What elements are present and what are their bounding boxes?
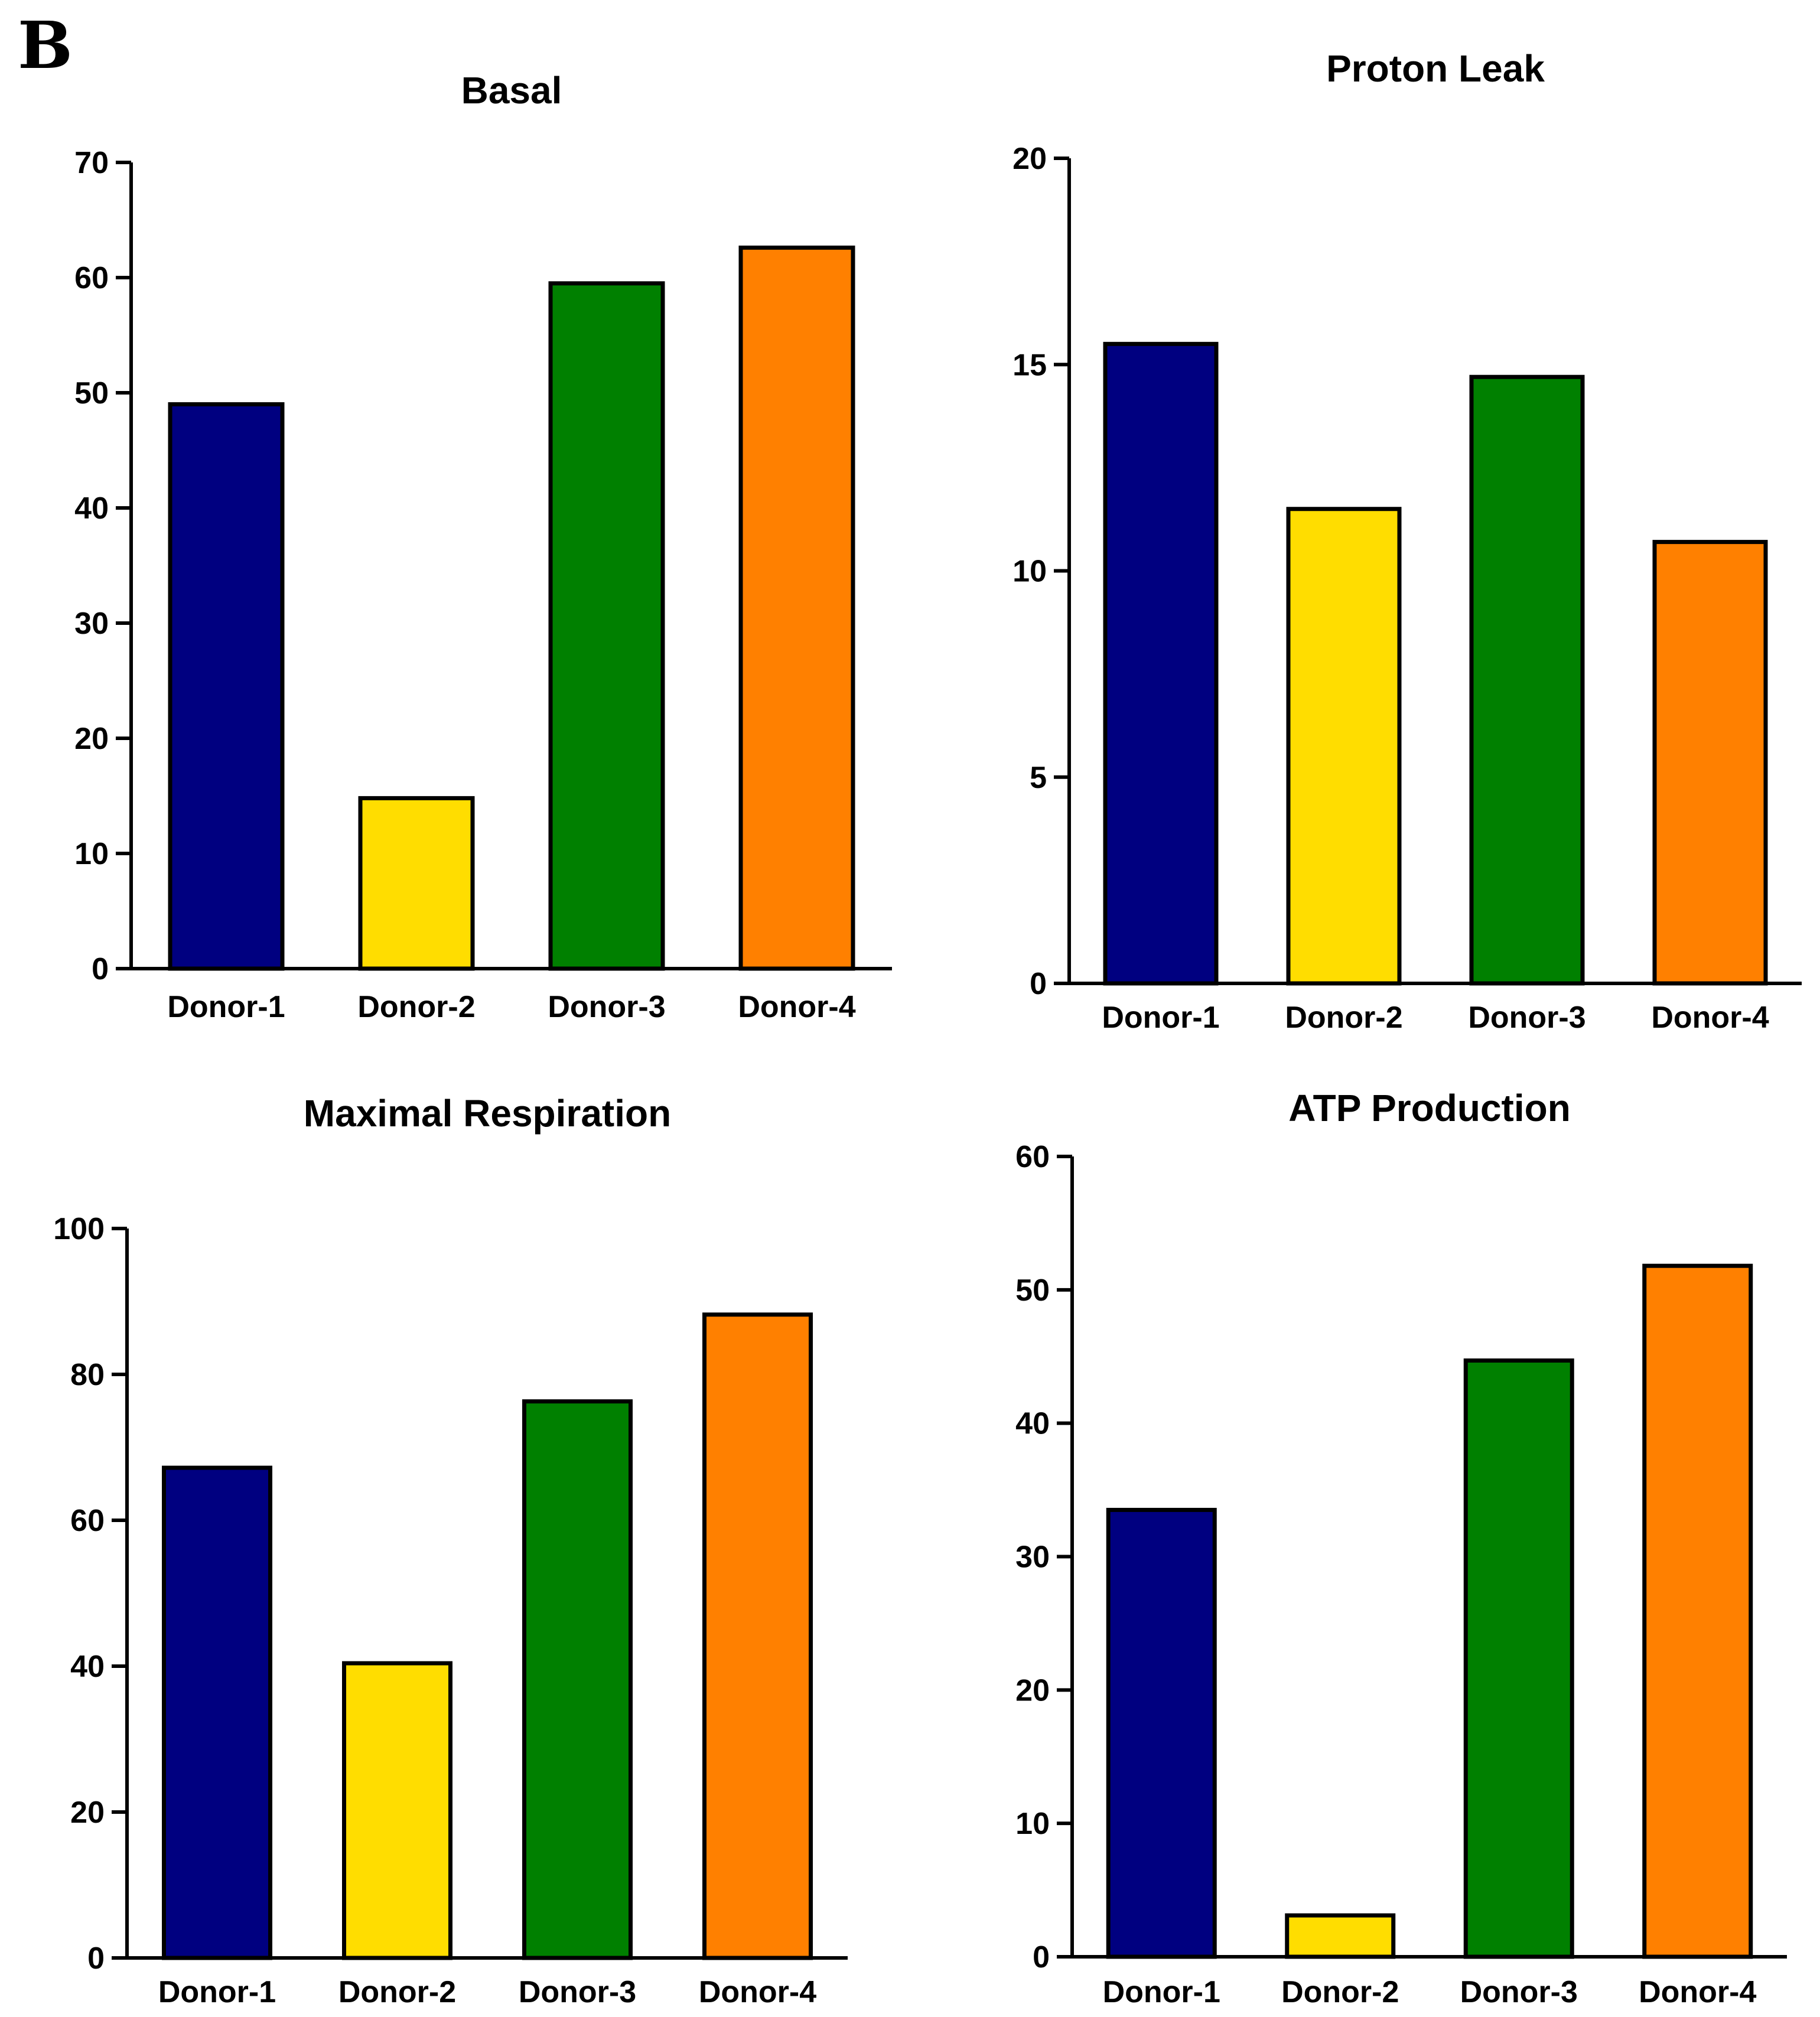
x-tick-label: Donor-4 <box>1651 1001 1769 1035</box>
x-tick-label: Donor-4 <box>699 1975 816 2009</box>
bar-donor-4 <box>1652 540 1768 986</box>
x-tick-label: Donor-2 <box>357 990 475 1024</box>
figure-label: B <box>18 7 73 83</box>
x-tick-label: Donor-1 <box>1102 1001 1219 1035</box>
chart-panel-4: ATP Production Donor-1 Donor-2 Donor-3 Donor… <box>1015 1087 1787 2009</box>
chart-panel-2: Proton Leak Donor-1 Donor-2 Donor-3 Donor-4 0… <box>1012 47 1802 1035</box>
chart-panel-1: Basal Donor-1 Donor-2 Donor-3 Donor-4 0 10 20 30… <box>74 69 892 1024</box>
y-tick-label: 20 <box>1015 1673 1050 1708</box>
y-tick-label: 20 <box>70 1796 105 1830</box>
bar-donor-4 <box>1642 1263 1753 1959</box>
bar-donor-1 <box>162 1465 272 1960</box>
bar-donor-2 <box>342 1661 452 1960</box>
chart-title: ATP Production <box>1288 1087 1571 1129</box>
y-tick-label: 80 <box>70 1358 105 1392</box>
x-tick-label: Donor-4 <box>738 990 855 1024</box>
y-tick-label: 50 <box>1015 1273 1050 1308</box>
x-tick-label: Donor-4 <box>1639 1975 1756 2009</box>
x-tick-label: Donor-3 <box>1460 1975 1578 2009</box>
y-tick-label: 30 <box>1015 1540 1050 1575</box>
y-tick-label: 30 <box>74 607 109 641</box>
bar-donor-1 <box>168 402 285 971</box>
y-tick-label: 0 <box>87 1941 105 1976</box>
y-tick-label: 0 <box>92 952 109 986</box>
x-tick-label: Donor-3 <box>548 990 665 1024</box>
y-tick-label: 40 <box>74 491 109 526</box>
bar-donor-2 <box>1285 1913 1396 1959</box>
x-tick-label: Donor-2 <box>1281 1975 1399 2009</box>
x-tick-label: Donor-1 <box>158 1975 276 2009</box>
bar-donor-1 <box>1103 341 1219 986</box>
x-tick-label: Donor-1 <box>167 990 285 1024</box>
y-tick-label: 70 <box>74 146 109 180</box>
bar-donor-3 <box>1463 1358 1574 1959</box>
y-tick-label: 20 <box>1012 142 1047 176</box>
y-tick-label: 60 <box>70 1504 105 1538</box>
x-tick-label: Donor-2 <box>338 1975 456 2009</box>
y-tick-label: 40 <box>70 1650 105 1684</box>
y-tick-label: 15 <box>1012 348 1047 382</box>
bar-donor-3 <box>548 281 665 971</box>
bar-donor-4 <box>738 245 855 971</box>
bar-donor-3 <box>522 1399 633 1960</box>
y-tick-label: 10 <box>1012 555 1047 589</box>
bar-donor-1 <box>1106 1507 1217 1959</box>
y-tick-label: 5 <box>1030 761 1047 795</box>
y-tick-label: 0 <box>1030 967 1047 1001</box>
chart-panel-3: Maximal Respiration Donor-1 Donor-2 Donor-3… <box>53 1092 848 2009</box>
chart-title: Maximal Respiration <box>304 1092 671 1135</box>
chart-title: Basal <box>461 69 562 112</box>
bar-donor-2 <box>358 796 475 971</box>
y-tick-label: 100 <box>53 1212 105 1246</box>
chart-title: Proton Leak <box>1326 47 1545 90</box>
bar-donor-4 <box>702 1312 813 1960</box>
y-tick-label: 50 <box>74 376 109 410</box>
x-tick-label: Donor-1 <box>1103 1975 1220 2009</box>
y-tick-label: 40 <box>1015 1407 1050 1441</box>
bar-donor-3 <box>1469 374 1585 986</box>
x-tick-label: Donor-3 <box>519 1975 636 2009</box>
x-tick-label: Donor-3 <box>1468 1001 1585 1035</box>
y-tick-label: 60 <box>1015 1140 1050 1174</box>
y-tick-label: 20 <box>74 722 109 756</box>
y-tick-label: 60 <box>74 261 109 295</box>
y-tick-label: 10 <box>1015 1807 1050 1841</box>
x-tick-label: Donor-2 <box>1285 1001 1402 1035</box>
bar-donor-2 <box>1286 507 1402 986</box>
y-tick-label: 0 <box>1033 1940 1050 1974</box>
y-tick-label: 10 <box>74 837 109 871</box>
